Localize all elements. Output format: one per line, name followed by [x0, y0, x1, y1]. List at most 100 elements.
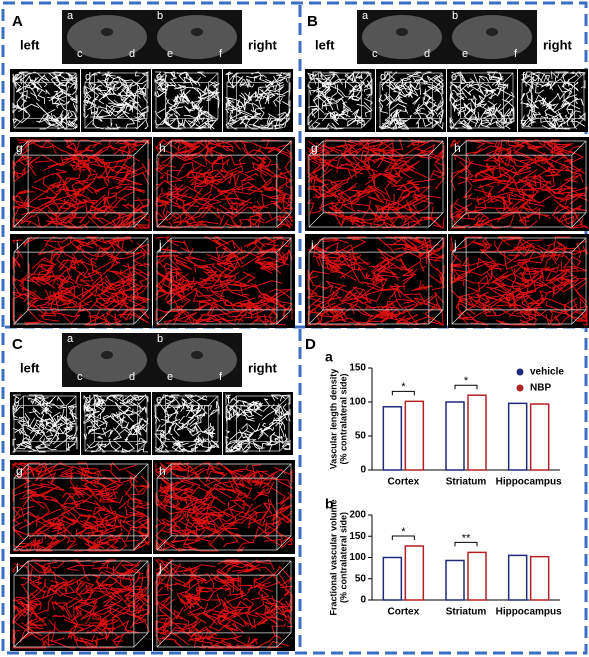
- cube-outline: [308, 72, 372, 129]
- cube-outline: [156, 140, 292, 228]
- ventricle: [191, 28, 203, 36]
- slice-letter: f: [514, 48, 518, 60]
- y-tick-label: 100: [349, 552, 366, 563]
- bar: [529, 555, 550, 601]
- brain-slice: [157, 338, 237, 382]
- image-letter: d: [85, 394, 91, 406]
- y-tick-label: 0: [360, 595, 366, 606]
- image-letter: g: [16, 464, 23, 478]
- ventricle: [101, 28, 113, 36]
- vessels: [378, 71, 444, 130]
- cube-outline: [156, 560, 292, 648]
- y-tick-label: 200: [349, 510, 366, 521]
- image-letter: e: [156, 394, 162, 406]
- image-letter: i: [16, 561, 19, 575]
- slice-letter: b: [157, 333, 163, 345]
- brain-slice: [157, 15, 237, 59]
- image-letter: f: [227, 394, 231, 406]
- slice-letter: d: [424, 48, 430, 60]
- legend-label: NBP: [530, 383, 551, 394]
- cube-outline: [308, 237, 444, 325]
- cube-outline: [226, 395, 290, 452]
- vessels: [12, 235, 151, 326]
- sig-label: **: [462, 532, 471, 544]
- x-tick-label: Striatum: [446, 477, 487, 488]
- image-bg: [81, 69, 151, 132]
- panel-label: C: [12, 336, 23, 353]
- x-tick-label: Striatum: [446, 607, 487, 618]
- bar: [467, 551, 487, 601]
- image-letter: e: [451, 71, 457, 83]
- y-tick-label: 150: [349, 531, 366, 542]
- slice-letter: f: [219, 48, 223, 60]
- slice-letter: a: [362, 10, 369, 22]
- bar: [467, 394, 487, 471]
- ventricle: [191, 351, 203, 359]
- vessels: [450, 236, 588, 327]
- side-label: right: [543, 37, 573, 52]
- y-tick-label: 50: [355, 431, 367, 442]
- brain-slice: [67, 338, 147, 382]
- slice-letter: d: [129, 48, 135, 60]
- image-letter: e: [156, 71, 162, 83]
- x-tick-label: Hippocampus: [496, 477, 563, 488]
- cube-outline: [451, 140, 587, 228]
- y-label: Fractional vascular volume: [328, 499, 338, 615]
- bar: [529, 403, 550, 471]
- cube-outline: [451, 237, 587, 325]
- bar: [507, 554, 528, 601]
- bar: [382, 406, 403, 471]
- legend-marker: [516, 368, 524, 376]
- bar: [445, 559, 465, 601]
- sig-bracket: [391, 535, 415, 541]
- bar: [404, 545, 425, 601]
- cube-outline: [156, 237, 292, 325]
- cube-outline: [155, 395, 219, 452]
- bar: [404, 400, 425, 471]
- sig-label: *: [401, 526, 406, 538]
- y-tick-label: 0: [360, 465, 366, 476]
- image-letter: h: [159, 464, 166, 478]
- slice-letter: d: [129, 371, 135, 383]
- cube-outline: [379, 72, 443, 129]
- sig-bracket: [454, 541, 478, 547]
- slice-letter: c: [77, 48, 83, 60]
- y-tick-label: 100: [349, 397, 366, 408]
- cube-outline: [308, 140, 444, 228]
- image-letter: h: [454, 141, 461, 155]
- chart-letter: a: [325, 349, 333, 365]
- vessels: [11, 138, 151, 230]
- side-label: right: [248, 37, 278, 52]
- sig-bracket: [454, 384, 478, 390]
- cube-outline: [84, 395, 148, 452]
- cube-outline: [13, 560, 149, 648]
- side-label: right: [248, 360, 278, 375]
- vessels: [307, 71, 373, 130]
- vessels: [12, 559, 150, 649]
- cube-outline: [156, 463, 292, 551]
- y-label: (% contralateral side): [338, 512, 348, 603]
- image-letter: j: [158, 561, 162, 575]
- image-letter: d: [85, 71, 91, 83]
- ventricle: [101, 351, 113, 359]
- image-letter: i: [16, 238, 19, 252]
- side-label: left: [315, 37, 335, 52]
- image-letter: c: [309, 71, 315, 83]
- cube-outline: [13, 395, 77, 452]
- side-label: left: [20, 360, 40, 375]
- cube-outline: [226, 72, 290, 129]
- x-tick-label: Cortex: [387, 477, 419, 488]
- vessels: [11, 462, 151, 553]
- cube-outline: [13, 237, 149, 325]
- cube-outline: [521, 72, 585, 129]
- cube-outline: [155, 72, 219, 129]
- panel-label: B: [307, 13, 318, 30]
- slice-letter: e: [167, 371, 173, 383]
- image-letter: j: [453, 238, 457, 252]
- slice-letter: b: [452, 10, 458, 22]
- image-letter: j: [158, 238, 162, 252]
- panel-label: A: [12, 13, 23, 30]
- image-letter: h: [159, 141, 166, 155]
- y-label: (% contralateral side): [338, 373, 348, 464]
